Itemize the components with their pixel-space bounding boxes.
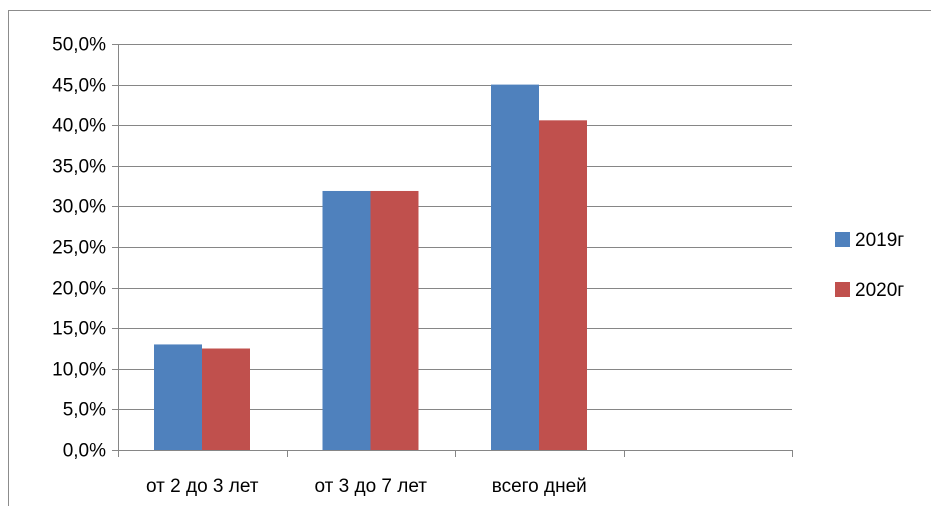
- y-tick-label: 50,0%: [52, 35, 106, 56]
- y-tick-label: 45,0%: [52, 76, 106, 97]
- x-tick-label: от 3 до 7 лет: [315, 476, 428, 497]
- legend-swatch: [835, 282, 850, 297]
- bars: [154, 84, 587, 451]
- y-tick-label: 0,0%: [63, 441, 106, 462]
- y-tick-label: 25,0%: [52, 238, 106, 259]
- y-tick-label: 40,0%: [52, 116, 106, 137]
- bar-series-2: [202, 348, 250, 450]
- x-tick-label: всего дней: [492, 476, 587, 497]
- gridlines: [118, 44, 792, 410]
- legend: 2019г 2020г: [835, 230, 904, 301]
- y-tick-label: 10,0%: [52, 360, 106, 381]
- legend-swatch: [835, 232, 850, 247]
- y-tick-label: 30,0%: [52, 197, 106, 218]
- y-tick-labels: 0,0% 5,0% 10,0% 15,0% 20,0% 25,0% 30,0% 35,0% 40…: [52, 35, 106, 462]
- bar-series-2: [370, 190, 419, 451]
- bar-series-2: [539, 120, 587, 450]
- bar-series-1: [491, 84, 539, 450]
- chart-frame: [8, 10, 931, 506]
- bar-series-1: [154, 344, 202, 450]
- x-tick-label: от 2 до 3 лет: [146, 476, 259, 497]
- bar-series-1: [322, 190, 371, 451]
- y-tick-label: 20,0%: [52, 279, 106, 300]
- legend-label: 2019г: [855, 230, 904, 251]
- axes: [112, 44, 793, 457]
- legend-label: 2020г: [855, 280, 904, 301]
- x-tick-labels: от 2 до 3 лет от 3 до 7 лет всего дней: [146, 476, 587, 497]
- y-tick-label: 5,0%: [63, 400, 106, 421]
- y-tick-label: 15,0%: [52, 319, 106, 340]
- y-tick-label: 35,0%: [52, 157, 106, 178]
